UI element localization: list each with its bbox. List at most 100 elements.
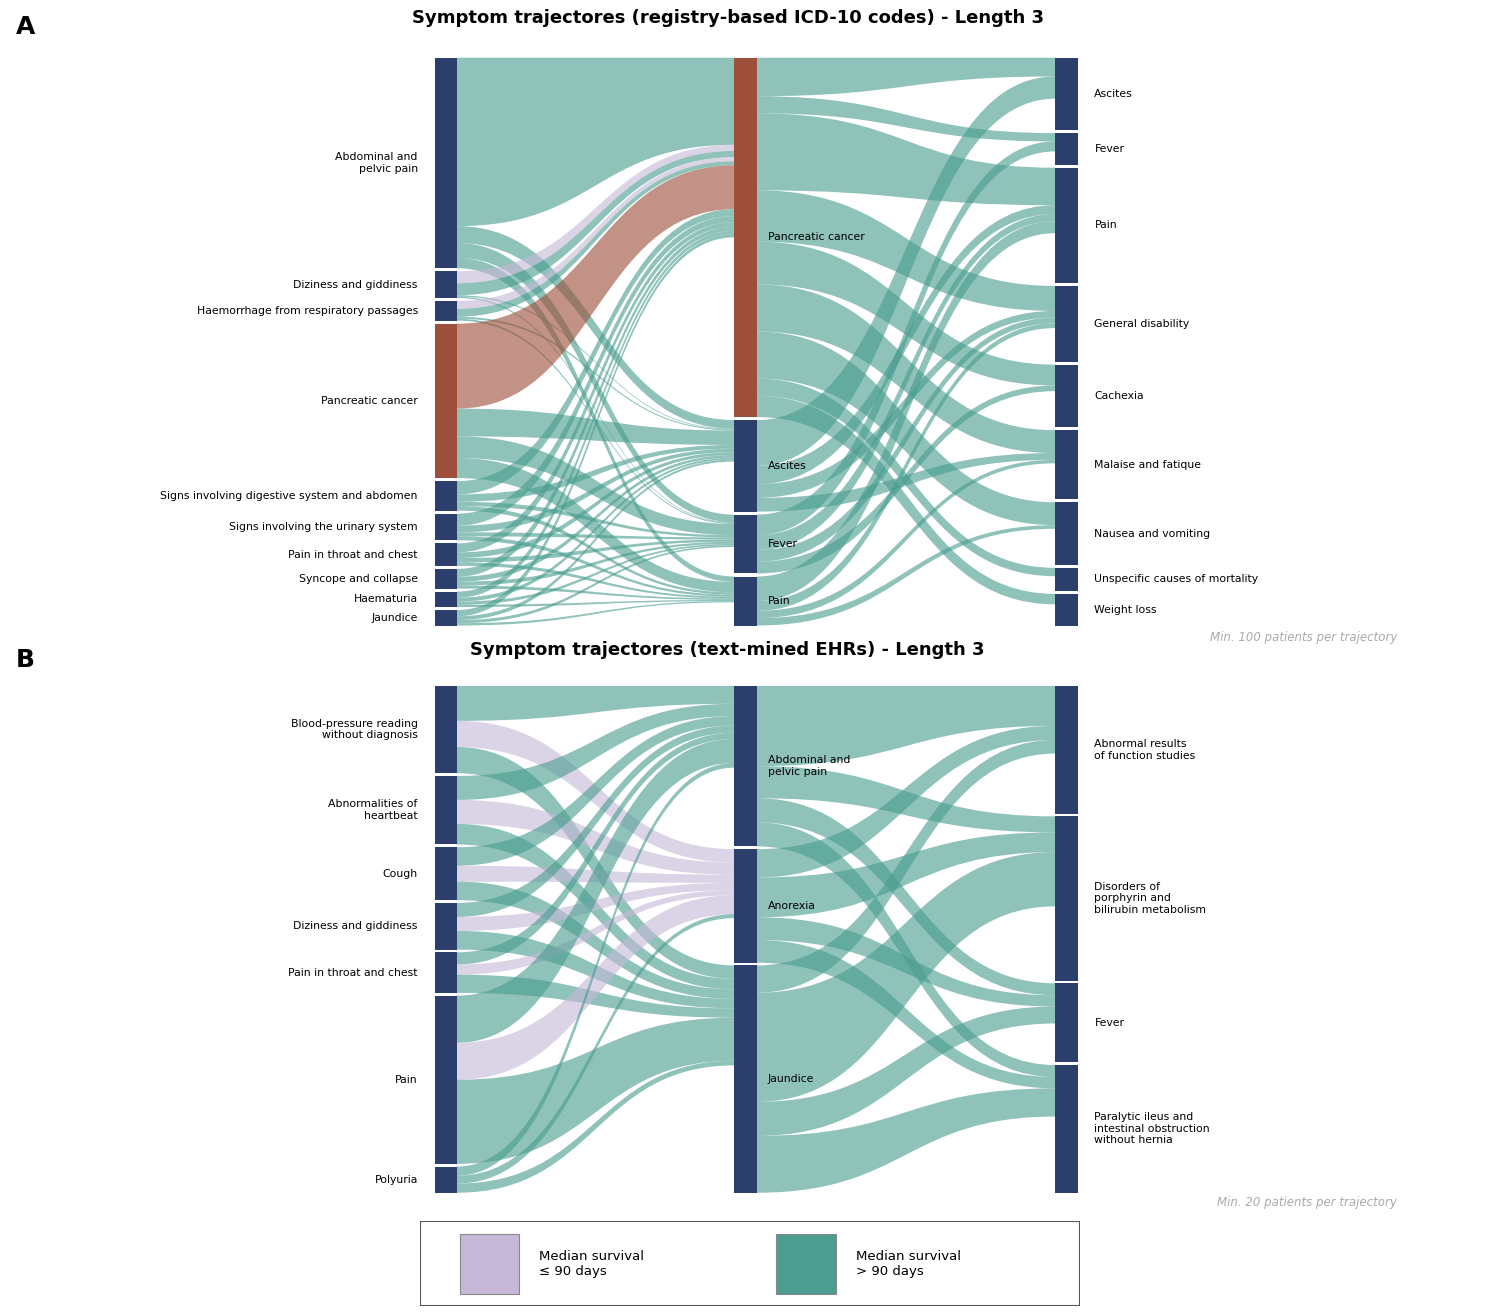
Text: Ascites: Ascites [768,461,807,471]
PathPatch shape [458,151,735,295]
PathPatch shape [458,449,735,532]
Text: Jaundice: Jaundice [372,613,419,622]
Text: Ascites: Ascites [1095,89,1132,98]
PathPatch shape [758,214,1056,550]
Bar [735,58,758,418]
PathPatch shape [458,227,735,576]
Bar [435,272,457,298]
PathPatch shape [758,1088,1056,1192]
PathPatch shape [758,798,1056,995]
Bar [459,1234,519,1293]
Bar [435,611,457,625]
Bar [435,569,457,588]
PathPatch shape [758,832,1056,918]
Text: Unspecific causes of mortality: Unspecific causes of mortality [1095,574,1258,584]
PathPatch shape [458,532,735,540]
PathPatch shape [458,243,735,523]
PathPatch shape [758,726,1056,877]
Bar [1056,503,1077,565]
Bar [435,301,457,320]
Bar [1056,286,1077,361]
Text: Pain: Pain [394,1075,418,1085]
PathPatch shape [458,881,735,999]
Text: Median survival
> 90 days: Median survival > 90 days [855,1250,960,1278]
Text: Nausea and vomiting: Nausea and vomiting [1095,529,1210,538]
PathPatch shape [458,297,735,523]
Bar [1056,133,1077,164]
PathPatch shape [458,58,735,226]
Text: Diziness and giddiness: Diziness and giddiness [294,280,418,290]
PathPatch shape [458,507,735,595]
PathPatch shape [758,852,1056,1102]
PathPatch shape [758,453,1056,512]
PathPatch shape [758,940,1056,1088]
Text: Fever: Fever [768,540,798,549]
Text: Cough: Cough [382,869,418,878]
PathPatch shape [458,890,735,974]
Text: Cachexia: Cachexia [1095,391,1144,400]
PathPatch shape [458,217,735,525]
PathPatch shape [758,190,1056,311]
PathPatch shape [458,161,735,316]
PathPatch shape [458,726,735,916]
PathPatch shape [458,458,735,592]
PathPatch shape [758,386,1056,574]
Text: Fever: Fever [1095,1018,1125,1028]
Text: Weight loss: Weight loss [1095,605,1156,614]
PathPatch shape [458,685,735,721]
Bar [1056,685,1077,814]
Text: Symptom trajectores (registry-based ICD-10 codes) - Length 3: Symptom trajectores (registry-based ICD-… [411,9,1044,28]
Text: Diziness and giddiness: Diziness and giddiness [294,922,418,931]
PathPatch shape [458,865,735,882]
PathPatch shape [458,295,735,429]
Bar [435,847,457,901]
Bar [435,776,457,844]
PathPatch shape [458,144,735,284]
PathPatch shape [758,285,1056,453]
PathPatch shape [758,142,1056,536]
PathPatch shape [758,767,1056,832]
PathPatch shape [458,739,735,1043]
PathPatch shape [758,58,1056,96]
Bar [735,515,758,574]
PathPatch shape [458,456,735,582]
PathPatch shape [458,895,735,1079]
Text: Min. 20 patients per trajectory: Min. 20 patients per trajectory [1216,1196,1396,1209]
PathPatch shape [758,1007,1056,1136]
Text: Signs involving digestive system and abdomen: Signs involving digestive system and abd… [160,491,419,500]
PathPatch shape [458,931,735,1008]
Bar [435,58,457,268]
Text: Abnormal results
of function studies: Abnormal results of function studies [1095,739,1196,760]
Text: Pain: Pain [768,596,790,607]
Text: Pancreatic cancer: Pancreatic cancer [321,397,419,406]
FancyBboxPatch shape [420,1221,1080,1306]
Text: Min. 100 patients per trajectory: Min. 100 patients per trajectory [1209,630,1396,643]
PathPatch shape [458,763,735,1175]
PathPatch shape [458,158,735,309]
Bar [435,1166,457,1192]
PathPatch shape [458,747,735,979]
Text: Anorexia: Anorexia [768,901,816,911]
Text: Syncope and collapse: Syncope and collapse [298,574,418,584]
PathPatch shape [758,331,1056,525]
PathPatch shape [458,165,735,408]
Bar [435,324,457,478]
Bar [735,685,758,847]
Bar [435,544,457,566]
Text: Jaundice: Jaundice [768,1074,814,1085]
Text: Pain in throat and chest: Pain in throat and chest [288,968,418,978]
PathPatch shape [458,445,735,502]
PathPatch shape [458,226,735,429]
PathPatch shape [458,460,735,620]
Text: Blood-pressure reading
without diagnosis: Blood-pressure reading without diagnosis [291,718,418,741]
Bar [1056,168,1077,282]
PathPatch shape [458,436,735,536]
PathPatch shape [458,540,735,562]
Text: Paralytic ileus and
intestinal obstruction
without hernia: Paralytic ileus and intestinal obstructi… [1095,1112,1210,1145]
PathPatch shape [458,600,735,607]
PathPatch shape [458,231,735,597]
PathPatch shape [458,586,735,600]
Text: Pancreatic cancer: Pancreatic cancer [768,232,864,243]
Bar [1056,365,1077,427]
PathPatch shape [758,918,1056,1007]
